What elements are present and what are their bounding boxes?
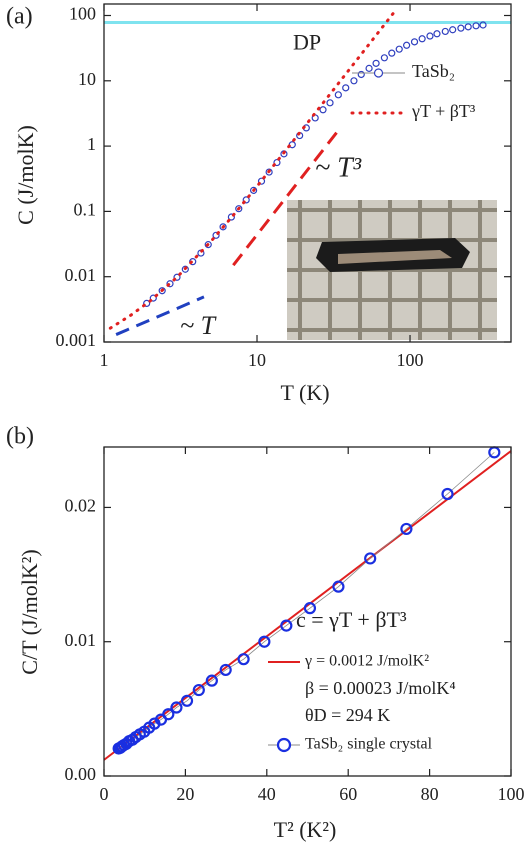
inset-photo xyxy=(287,200,497,340)
plot-frame xyxy=(103,3,512,343)
annotation: c = γT + βT³ xyxy=(296,607,407,632)
x-tick-label: 20 xyxy=(176,784,194,804)
x-axis-label: T (K) xyxy=(280,380,329,405)
data-point xyxy=(303,602,317,615)
y-tick-label: 0.01 xyxy=(65,265,97,285)
annotation: β = 0.00023 J/molK⁴ xyxy=(305,678,456,698)
data-point xyxy=(332,580,345,593)
data-point xyxy=(319,106,327,114)
data-point xyxy=(280,619,293,632)
legend-label: γT + βT³ xyxy=(411,101,476,121)
legend-marker xyxy=(276,737,292,753)
data-point xyxy=(250,186,258,194)
legend-label: γ = 0.0012 J/molK² xyxy=(304,653,429,670)
data-point xyxy=(441,27,449,36)
data-point xyxy=(457,24,465,32)
data-point xyxy=(219,663,232,677)
y-tick-label: 0.02 xyxy=(65,496,97,516)
data-point xyxy=(205,674,218,687)
data-point xyxy=(242,196,250,204)
data-point xyxy=(403,41,411,49)
fit-line xyxy=(108,9,397,330)
plot-frame xyxy=(103,446,512,777)
data-point xyxy=(441,487,454,501)
data-point xyxy=(410,38,419,46)
data-point xyxy=(173,273,181,281)
x-tick-label: 0 xyxy=(100,784,109,804)
series-label: ~ T xyxy=(180,311,217,340)
data-point xyxy=(204,241,212,249)
x-tick-label: 1 xyxy=(100,350,109,370)
data-point xyxy=(237,653,250,666)
data-point xyxy=(426,32,434,40)
y-tick-label: 100 xyxy=(69,4,96,24)
fit-line xyxy=(232,126,342,267)
x-tick-label: 60 xyxy=(339,784,357,804)
data-point xyxy=(388,49,396,57)
data-point xyxy=(433,30,441,38)
data-point xyxy=(479,21,487,29)
data-point xyxy=(372,59,380,67)
y-axis-label: C/T (J/molK²) xyxy=(17,549,42,674)
data-point xyxy=(181,265,189,273)
data-point xyxy=(273,158,281,167)
data-point xyxy=(143,299,151,308)
data-point xyxy=(350,77,358,85)
x-tick-label: 10 xyxy=(248,350,266,370)
fit-line xyxy=(115,295,205,336)
data-point xyxy=(235,205,243,213)
series-label: ~ T³ xyxy=(315,152,362,183)
x-tick-label: 100 xyxy=(498,784,525,804)
data-point xyxy=(212,231,220,239)
annotation: θD = 294 K xyxy=(305,705,390,725)
crystal-facet xyxy=(338,250,452,264)
y-tick-label: 0.01 xyxy=(65,630,97,650)
data-point xyxy=(192,683,205,697)
y-tick-label: 0.00 xyxy=(65,764,97,784)
data-point xyxy=(227,213,235,221)
data-point xyxy=(326,99,334,107)
data-point xyxy=(149,294,157,302)
data-point xyxy=(400,522,413,536)
data-point xyxy=(265,168,273,176)
x-tick-label: 100 xyxy=(397,350,424,370)
data-point xyxy=(357,70,365,79)
panel-label: (b) xyxy=(6,424,34,450)
reference-label: DP xyxy=(293,30,321,55)
data-point xyxy=(365,64,373,72)
data-point xyxy=(219,223,227,231)
data-point xyxy=(395,45,403,53)
y-tick-label: 0.1 xyxy=(74,200,97,220)
data-point xyxy=(257,177,266,185)
data-point xyxy=(380,54,388,62)
x-tick-label: 80 xyxy=(421,784,439,804)
data-point xyxy=(418,35,426,43)
y-tick-label: 1 xyxy=(87,134,96,154)
legend-label: TaSb₂ single crystal xyxy=(305,736,433,753)
y-tick-label: 0.001 xyxy=(56,330,97,350)
data-point xyxy=(162,708,175,721)
data-point xyxy=(158,287,166,295)
data-point xyxy=(472,22,480,30)
data-point xyxy=(364,552,377,565)
legend-marker xyxy=(373,68,384,78)
data-point xyxy=(258,635,271,648)
y-axis-label: C (J/molK) xyxy=(13,125,38,225)
data-point xyxy=(334,91,342,99)
y-tick-label: 10 xyxy=(78,69,96,89)
data-point xyxy=(342,84,350,92)
data-point xyxy=(166,280,174,288)
data-point xyxy=(464,23,472,31)
panel-label: (a) xyxy=(6,4,33,30)
data-point xyxy=(180,694,194,707)
series-line xyxy=(118,452,495,749)
legend-label: TaSb₂ xyxy=(412,61,455,81)
data-point xyxy=(170,701,183,714)
x-axis-label: T² (K²) xyxy=(274,817,337,842)
data-point xyxy=(449,26,457,34)
x-tick-label: 40 xyxy=(258,784,276,804)
